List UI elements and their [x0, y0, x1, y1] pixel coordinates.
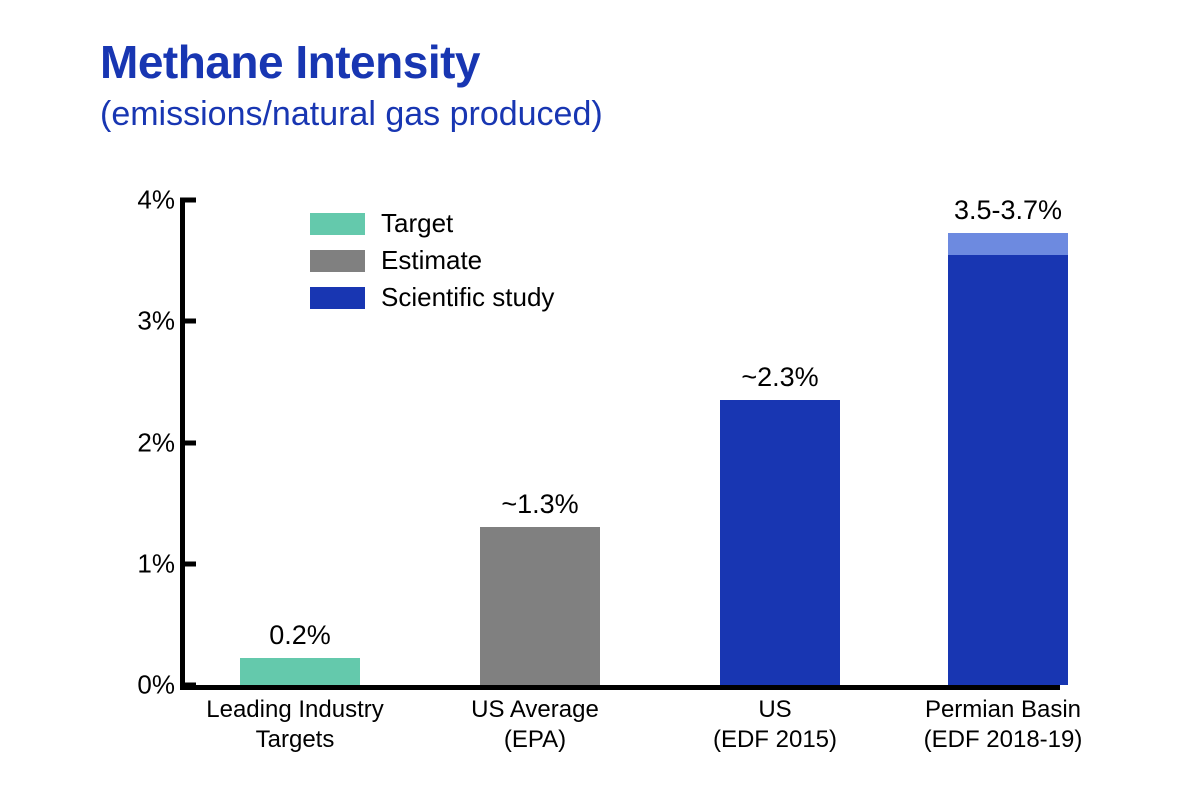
bar-segment: [720, 400, 840, 685]
y-tick-mark: [180, 440, 196, 445]
bar-value-label: 3.5-3.7%: [908, 195, 1108, 226]
bar: ~1.3%: [480, 527, 600, 685]
chart-area: TargetEstimateScientific study 0%1%2%3%4…: [100, 190, 1080, 750]
y-tick-mark: [180, 561, 196, 566]
plot-area: TargetEstimateScientific study 0%1%2%3%4…: [180, 200, 1060, 690]
x-axis-label: US Average(EPA): [425, 695, 645, 755]
bar: ~2.3%: [720, 400, 840, 685]
y-tick-label: 2%: [120, 427, 175, 458]
legend-swatch: [310, 250, 365, 272]
bar-value-label: 0.2%: [200, 620, 400, 651]
bar-segment: [948, 233, 1068, 255]
y-tick-label: 1%: [120, 548, 175, 579]
x-axis-label: Leading IndustryTargets: [185, 695, 405, 755]
bar-value-label: ~1.3%: [440, 489, 640, 520]
bar-value-label: ~2.3%: [680, 362, 880, 393]
x-axis-label: Permian Basin(EDF 2018-19): [893, 695, 1113, 755]
chart-subtitle: (emissions/natural gas produced): [100, 95, 603, 134]
y-tick-label: 0%: [120, 670, 175, 701]
x-axis-label: US(EDF 2015): [665, 695, 885, 755]
legend-label: Scientific study: [381, 282, 554, 313]
y-tick-label: 4%: [120, 185, 175, 216]
bar-segment: [240, 658, 360, 685]
y-tick-mark: [180, 319, 196, 324]
legend-swatch: [310, 287, 365, 309]
y-tick-mark: [180, 683, 196, 688]
legend-label: Target: [381, 208, 453, 239]
y-tick-mark: [180, 198, 196, 203]
bar-segment: [948, 255, 1068, 685]
y-tick-label: 3%: [120, 306, 175, 337]
bar-segment: [480, 527, 600, 685]
legend-swatch: [310, 213, 365, 235]
legend-label: Estimate: [381, 245, 482, 276]
legend: Target Estimate Scientific study: [310, 208, 554, 319]
bar: 0.2%: [240, 658, 360, 685]
legend-item: Estimate: [310, 245, 554, 276]
bar: 3.5-3.7%: [948, 233, 1068, 685]
title-block: Methane Intensity (emissions/natural gas…: [100, 35, 603, 134]
legend-item: Target: [310, 208, 554, 239]
chart-title: Methane Intensity: [100, 35, 603, 89]
legend-item: Scientific study: [310, 282, 554, 313]
